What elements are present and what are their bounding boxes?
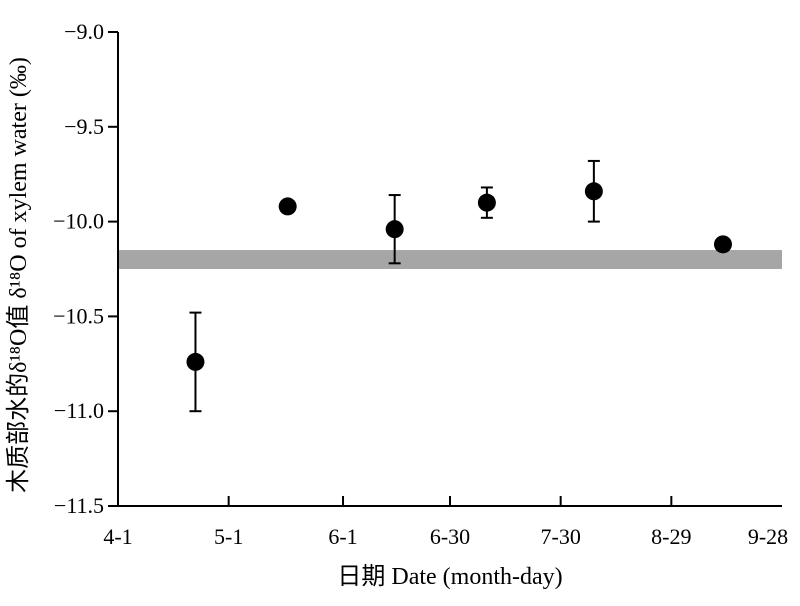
y-tick-label: −10.5 [53, 303, 104, 328]
data-point [477, 193, 496, 212]
y-tick-label: −9.0 [64, 19, 104, 44]
data-point [186, 352, 205, 371]
data-point [713, 235, 732, 254]
data-point [278, 197, 297, 216]
data-point [584, 182, 603, 201]
y-tick-label: −11.5 [54, 493, 104, 518]
x-tick-label: 5-1 [214, 524, 243, 549]
y-axis-title-group: 木质部水的δ¹⁸O值 δ¹⁸O of xylem water (‰) [5, 57, 32, 493]
x-tick-label: 6-1 [328, 524, 357, 549]
reference-band [118, 250, 782, 269]
data-points [186, 159, 732, 413]
y-tick-label: −11.0 [54, 398, 104, 423]
y-axis-title: 木质部水的δ¹⁸O值 δ¹⁸O of xylem water (‰) [5, 57, 32, 493]
x-axis-title: 日期 Date (month-day) [337, 564, 562, 590]
x-tick-label: 8-29 [651, 524, 691, 549]
x-tick-label: 7-30 [541, 524, 581, 549]
x-tick-label: 6-30 [430, 524, 470, 549]
x-tick-label: 4-1 [103, 524, 132, 549]
y-tick-label: −10.0 [53, 209, 104, 234]
x-tick-label: 9-28 [748, 524, 788, 549]
data-point [385, 220, 404, 239]
y-axis-title-cn: 木质部水的δ¹⁸O值 [5, 305, 32, 493]
reference-band-layer [118, 250, 782, 269]
ticks: −9.0 −9.5 −10.0 −10.5 −11.0 −11.5 4-1 5-1 6-1 6-3… [53, 19, 788, 549]
y-tick-label: −9.5 [64, 114, 104, 139]
y-axis-title-en: δ¹⁸O of xylem water (‰) [6, 57, 32, 298]
